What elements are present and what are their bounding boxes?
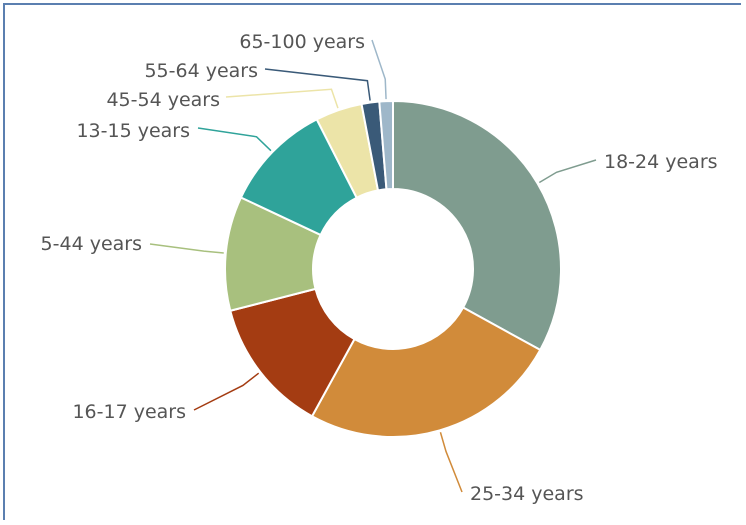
slice-18-24-years[interactable] — [392, 99, 563, 352]
slice-label: 16-17 years — [72, 401, 186, 423]
slice-label: 13-15 years — [76, 120, 190, 142]
slice-label: 45-54 years — [106, 89, 220, 111]
slice-label: 65-100 years — [239, 31, 365, 53]
connector-line — [371, 39, 387, 100]
slice-label: 25-34 years — [470, 483, 584, 505]
connector-line — [439, 432, 463, 493]
connector-line — [264, 68, 371, 101]
slice-25-34-years[interactable] — [310, 306, 542, 439]
connector-line — [193, 372, 260, 411]
slice-65-100-years[interactable] — [378, 99, 394, 191]
slice-label: 18-24 years — [604, 151, 718, 173]
connector-line — [149, 243, 224, 254]
slice-label: 5-44 years — [41, 233, 142, 255]
slice-label: 55-64 years — [144, 60, 258, 82]
connector-line — [538, 159, 597, 184]
connector-line — [225, 88, 339, 109]
connector-line — [197, 127, 272, 152]
